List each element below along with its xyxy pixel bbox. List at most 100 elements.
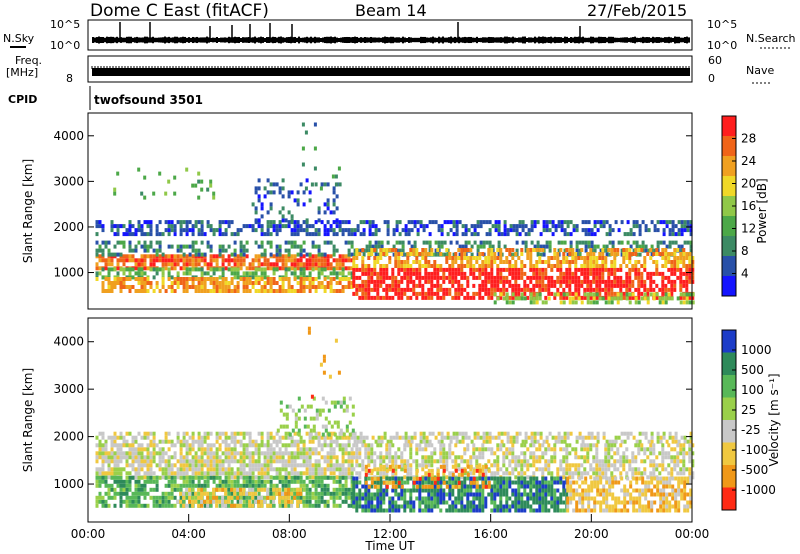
- range-time-cell: [415, 283, 419, 288]
- nsky-sample: [392, 36, 394, 44]
- range-time-cell: [575, 248, 579, 253]
- range-time-cell: [302, 281, 306, 285]
- nsky-sample: [446, 37, 448, 43]
- nsky-sample: [628, 37, 630, 43]
- nsky-sample: [134, 37, 136, 43]
- range-time-cell: [332, 228, 336, 233]
- range-time-cell: [140, 463, 144, 468]
- nsky-sample: [256, 37, 258, 43]
- range-time-cell: [508, 283, 512, 288]
- range-time-cell: [107, 487, 111, 492]
- range-time-cell: [194, 267, 198, 272]
- range-time-cell: [212, 195, 216, 200]
- range-time-cell: [511, 271, 515, 276]
- range-time-cell: [563, 431, 567, 436]
- range-time-cell: [164, 451, 168, 456]
- range-time-cell: [652, 279, 656, 284]
- range-time-cell: [206, 447, 210, 452]
- range-time-cell: [367, 455, 371, 460]
- range-time-cell: [320, 443, 324, 448]
- range-time-cell: [293, 451, 297, 456]
- range-time-cell: [101, 455, 105, 460]
- range-time-cell: [460, 271, 464, 276]
- range-time-cell: [128, 248, 132, 253]
- range-time-cell: [377, 228, 381, 233]
- nsky-label: N.Sky: [3, 32, 35, 45]
- range-time-cell: [290, 190, 294, 195]
- range-time-cell: [269, 499, 273, 504]
- range-time-cell: [358, 295, 362, 300]
- range-time-cell: [257, 186, 261, 191]
- range-time-cell: [191, 183, 195, 188]
- range-time-cell: [607, 267, 611, 272]
- range-time-cell: [212, 451, 216, 456]
- range-time-cell: [158, 475, 162, 480]
- range-time-cell: [391, 283, 395, 288]
- range-time-cell: [242, 475, 246, 480]
- range-time-cell: [266, 475, 270, 480]
- range-time-cell: [583, 287, 587, 292]
- range-time-cell: [107, 258, 111, 263]
- range-time-cell: [406, 260, 410, 264]
- range-time-cell: [356, 435, 360, 440]
- range-time-cell: [251, 455, 255, 460]
- range-time-cell: [398, 240, 402, 245]
- range-time-cell: [499, 248, 503, 252]
- range-time-cell: [272, 439, 276, 444]
- range-time-cell: [266, 463, 270, 468]
- range-time-cell: [302, 202, 306, 207]
- range-time-cell: [314, 254, 318, 259]
- range-time-cell: [472, 271, 476, 276]
- range-time-cell: [308, 224, 312, 229]
- range-time-cell: [634, 260, 638, 264]
- nsky-sample: [442, 36, 444, 44]
- range-time-cell: [380, 435, 384, 440]
- range-time-cell: [583, 256, 587, 260]
- range-time-cell: [323, 285, 327, 289]
- range-time-cell: [251, 471, 255, 476]
- range-time-cell: [601, 296, 605, 301]
- range-time-cell: [95, 435, 99, 440]
- range-time-cell: [652, 271, 656, 276]
- range-time-cell: [242, 431, 246, 436]
- colorbar-segment: [722, 236, 736, 257]
- range-time-cell: [281, 258, 285, 263]
- range-time-cell: [382, 295, 386, 300]
- range-time-cell: [350, 503, 354, 508]
- range-time-cell: [571, 296, 575, 301]
- nsky-sample: [500, 37, 502, 43]
- range-time-cell: [664, 296, 668, 301]
- range-time-cell: [619, 264, 623, 268]
- range-time-cell: [305, 262, 309, 267]
- range-time-cell: [475, 260, 479, 264]
- range-time-cell: [592, 271, 596, 276]
- range-time-cell: [98, 258, 102, 263]
- nsky-sample: [144, 36, 146, 44]
- nsky-sample: [568, 37, 570, 43]
- nsky-sample: [292, 37, 294, 43]
- range-time-cell: [461, 224, 465, 229]
- range-time-cell: [593, 435, 597, 440]
- range-time-cell: [179, 244, 183, 249]
- range-time-cell: [388, 248, 392, 252]
- range-time-cell: [329, 277, 333, 281]
- range-time-cell: [563, 228, 567, 233]
- range-time-cell: [673, 279, 677, 284]
- range-time-cell: [185, 289, 189, 293]
- range-time-cell: [562, 279, 566, 284]
- nsky-sample: [224, 37, 226, 43]
- range-time-cell: [388, 283, 392, 288]
- range-time-cell: [373, 463, 377, 468]
- range-time-cell: [679, 279, 683, 284]
- range-time-cell: [607, 283, 611, 288]
- range-time-cell: [511, 264, 515, 268]
- range-time-cell: [308, 281, 312, 285]
- nsky-sample: [294, 36, 296, 44]
- range-time-cell: [185, 277, 189, 281]
- range-time-cell: [464, 224, 468, 229]
- range-time-cell: [509, 228, 513, 233]
- range-time-cell: [200, 443, 204, 448]
- range-time-cell: [209, 277, 213, 281]
- range-time-cell: [556, 275, 560, 280]
- range-time-cell: [209, 262, 213, 267]
